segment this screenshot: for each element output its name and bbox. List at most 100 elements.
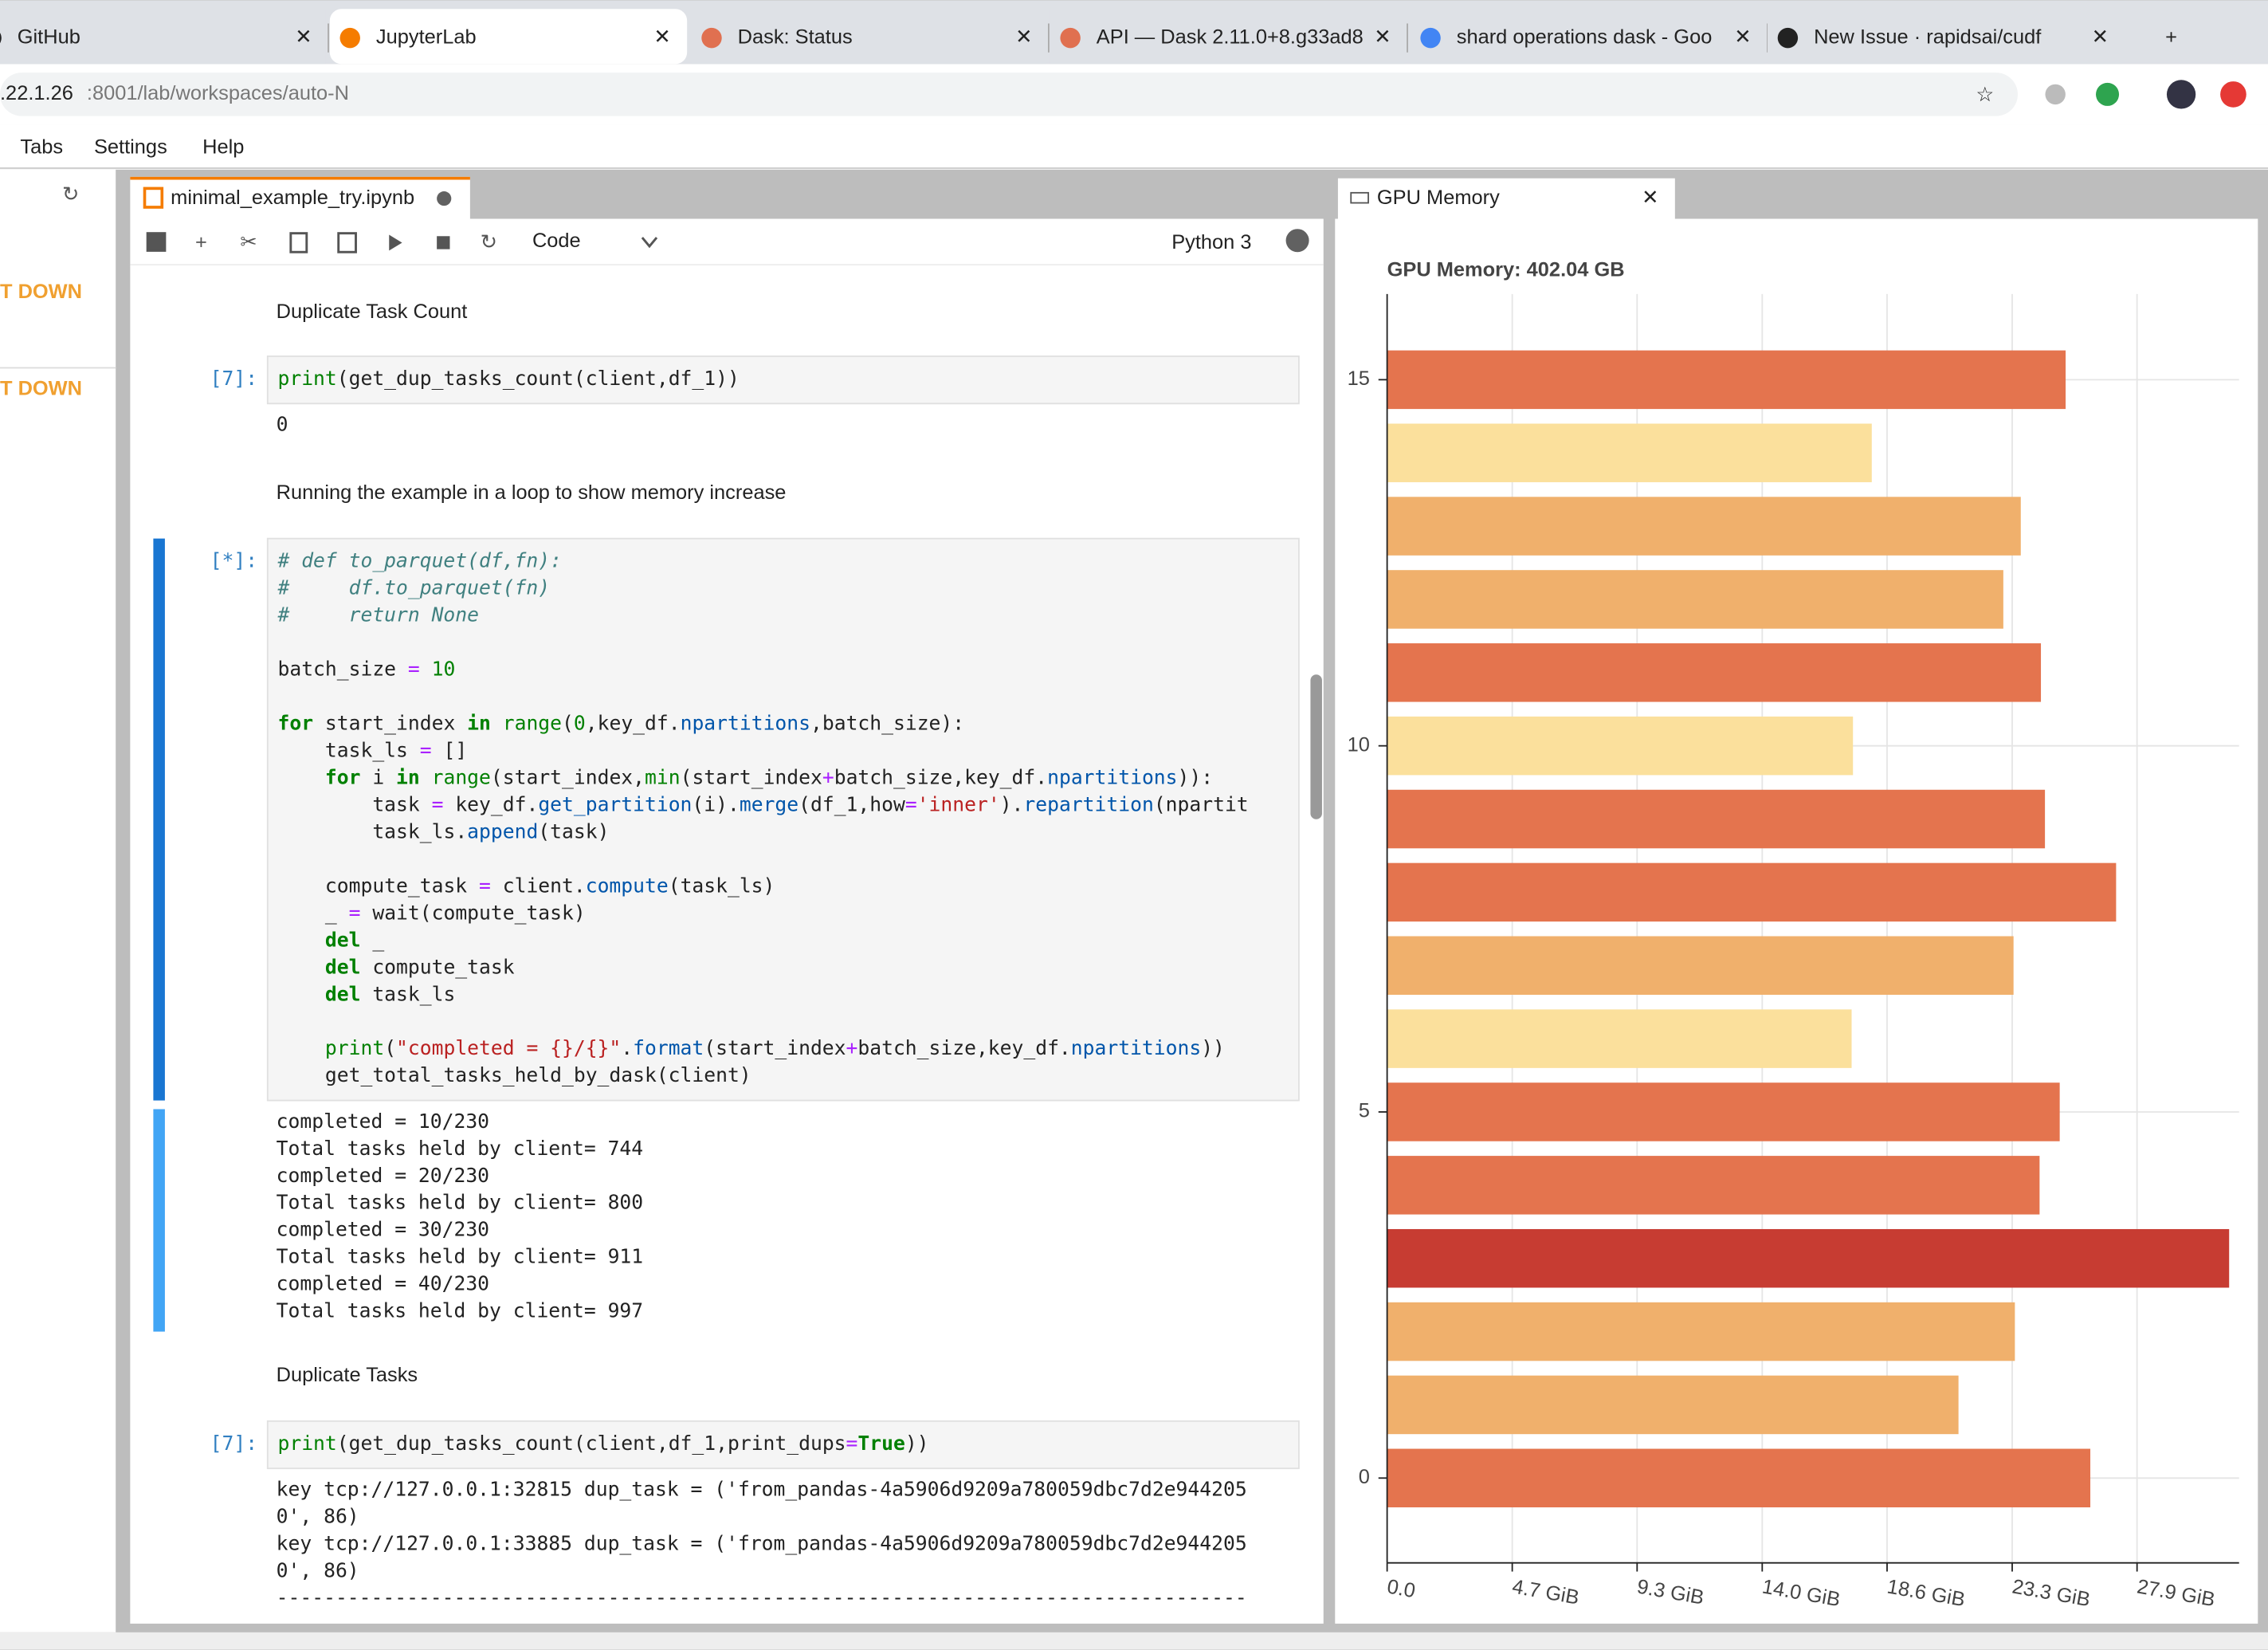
tab-close[interactable]: ✕: [653, 26, 670, 48]
tab-title: API — Dask 2.11.0+8.g33ad8: [1097, 26, 1364, 48]
bar: [1387, 1082, 2060, 1141]
code-line: task_ls.append(task): [277, 819, 609, 843]
profile-avatar[interactable]: [2166, 80, 2196, 109]
browser-tab[interactable]: [1050, 9, 1405, 65]
sidebar-item[interactable]: T DOWN: [0, 281, 82, 303]
tab-favicon: [1420, 27, 1441, 49]
extension-icon[interactable]: [2096, 82, 2120, 106]
notebook-icon: [143, 187, 164, 209]
output-line: ----------------------------------------…: [277, 1585, 1247, 1609]
y-tick-label: 5: [1359, 1100, 1370, 1122]
bar: [1387, 716, 1854, 776]
output-line: Total tasks held by client= 800: [277, 1191, 643, 1214]
bar: [1387, 570, 2003, 629]
code-input[interactable]: [266, 356, 1300, 405]
output-line: Total tasks held by client= 911: [277, 1245, 643, 1268]
cut-button[interactable]: ✂: [240, 231, 257, 253]
close-panel[interactable]: ✕: [1642, 187, 1658, 209]
extension-icon[interactable]: [2045, 84, 2066, 105]
tab-favicon: [1777, 27, 1799, 49]
kernel-name: Python 3: [1171, 231, 1251, 253]
refresh-icon[interactable]: ↻: [62, 183, 79, 206]
save-button[interactable]: [146, 232, 167, 252]
tab-close[interactable]: ✕: [1734, 26, 1751, 48]
code-line: print("completed = {}/{}".format(start_i…: [277, 1036, 1224, 1059]
notebook-tab[interactable]: [130, 176, 470, 219]
code-line: task = key_df.get_partition(i).merge(df_…: [277, 792, 1248, 815]
browser-tab[interactable]: [1767, 9, 2122, 65]
code-line: _ = wait(compute_task): [277, 901, 585, 924]
tab-close[interactable]: ✕: [295, 26, 312, 48]
output-line: completed = 40/230: [277, 1272, 489, 1295]
code-input[interactable]: [266, 1420, 1300, 1470]
menu-item[interactable]: Help: [202, 136, 244, 158]
sidebar-item[interactable]: T DOWN: [0, 377, 82, 399]
scrollbar[interactable]: [1310, 674, 1322, 819]
panel-tab-label: GPU Memory: [1377, 187, 1500, 209]
code-line: for i in range(start_index,min(start_ind…: [277, 765, 1213, 788]
menu-bar: [0, 124, 2268, 170]
update-icon[interactable]: [2220, 81, 2246, 108]
output-line: Total tasks held by client= 744: [277, 1137, 643, 1160]
code-line: del compute_task: [277, 955, 514, 978]
markdown-heading: Running the example in a loop to show me…: [277, 481, 787, 504]
tab-favicon: [339, 27, 360, 49]
browser-tab[interactable]: [691, 9, 1046, 65]
browser-tab[interactable]: [1410, 9, 1765, 65]
tab-favicon: [0, 33, 2, 44]
bookmark-star[interactable]: ☆: [1976, 84, 1994, 106]
code-line: del _: [277, 928, 384, 951]
copy-button[interactable]: [289, 232, 308, 253]
tab-favicon: [701, 27, 722, 49]
stop-button[interactable]: [437, 236, 450, 249]
notebook-tab-label: minimal_example_try.ipynb: [171, 187, 414, 209]
url-host: .22.1.26: [0, 82, 73, 104]
left-sidebar: [0, 169, 116, 1632]
y-tick-label: 15: [1348, 367, 1370, 390]
y-tick-label: 10: [1348, 733, 1370, 756]
bar: [1387, 1228, 2230, 1288]
status-bar: [0, 1632, 2268, 1650]
cell-prompt: [7]:: [210, 367, 257, 390]
bar: [1387, 1448, 2091, 1508]
code-line: print(get_dup_tasks_count(client,df_1,pr…: [277, 1432, 928, 1455]
menu-item[interactable]: Tabs: [20, 136, 63, 158]
output-line: -----------------: [277, 1613, 478, 1636]
restart-button[interactable]: ↻: [481, 231, 497, 253]
bar: [1387, 643, 2042, 702]
code-line: print(get_dup_tasks_count(client,df_1)): [277, 367, 739, 390]
code-line: task_ls = []: [277, 739, 467, 762]
tab-close[interactable]: ✕: [1015, 26, 1032, 48]
bar: [1387, 1009, 1852, 1068]
bar: [1387, 1302, 2015, 1361]
dropdown-arrow[interactable]: [641, 237, 658, 249]
new-tab-button[interactable]: +: [2165, 26, 2177, 48]
code-line: batch_size = 10: [277, 658, 455, 681]
paste-button[interactable]: [337, 232, 357, 253]
add-button[interactable]: +: [195, 231, 207, 253]
cell-type-select[interactable]: Code: [532, 230, 581, 252]
tab-close[interactable]: ✕: [2092, 26, 2109, 48]
panel-tab[interactable]: [1337, 178, 1675, 219]
active-cell-bar: [153, 538, 165, 1101]
output-line: completed = 20/230: [277, 1164, 489, 1187]
bar: [1387, 789, 2046, 849]
bar: [1387, 936, 2014, 996]
bar: [1387, 1375, 1959, 1435]
active-output-bar: [153, 1109, 165, 1332]
menu-item[interactable]: Settings: [94, 136, 167, 158]
bar: [1387, 862, 2117, 922]
url-field[interactable]: [0, 73, 2018, 116]
code-input[interactable]: [266, 537, 1300, 1102]
x-tick-label: 0.0: [1385, 1575, 1417, 1602]
browser-tab[interactable]: [329, 9, 688, 65]
output-line: 0', 86): [277, 1504, 359, 1527]
code-line: # def to_parquet(df,fn):: [277, 549, 562, 572]
bar: [1387, 350, 2066, 410]
output-line: completed = 30/230: [277, 1218, 489, 1241]
run-button[interactable]: [389, 234, 402, 251]
browser-tab[interactable]: [0, 9, 326, 65]
tab-close[interactable]: ✕: [1374, 26, 1391, 48]
